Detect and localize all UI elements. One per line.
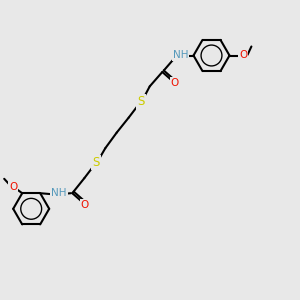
Text: O: O [171, 78, 179, 88]
Text: S: S [137, 95, 144, 109]
Text: S: S [93, 156, 100, 169]
Text: NH: NH [172, 50, 188, 60]
Text: O: O [239, 50, 248, 60]
Text: O: O [81, 200, 89, 210]
Text: O: O [9, 182, 17, 192]
Text: NH: NH [51, 188, 67, 198]
